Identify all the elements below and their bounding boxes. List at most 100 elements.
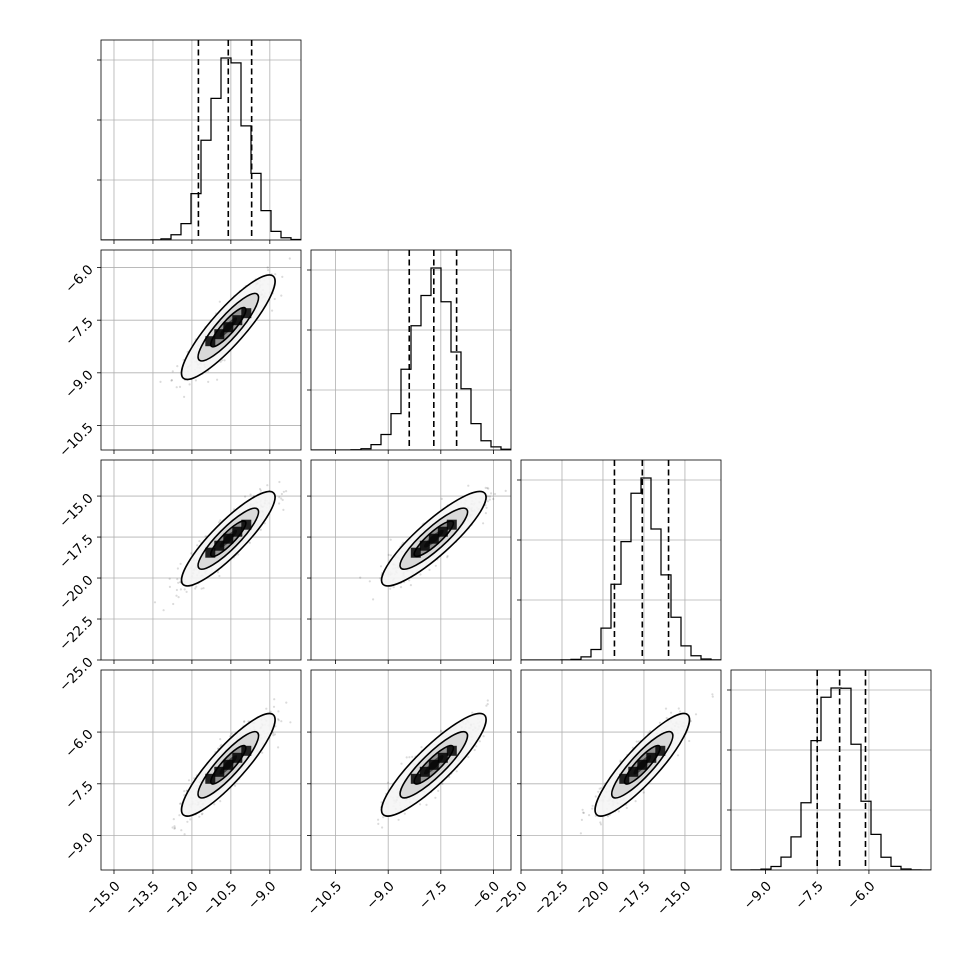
y-tick-label: −25.0 — [56, 654, 97, 695]
y-tick-label: −9.0 — [62, 830, 96, 864]
y-tick-label: −7.5 — [62, 315, 96, 349]
density-contour — [180, 712, 276, 817]
histogram-line — [311, 267, 511, 450]
x-tick-label: −9.0 — [363, 878, 397, 912]
panel-frame — [310, 249, 512, 451]
panel-frame — [520, 459, 722, 661]
x-tick-label: −10.5 — [305, 878, 346, 919]
density-peak — [223, 322, 234, 333]
density-peak — [437, 752, 448, 763]
density-peak — [419, 766, 430, 777]
density-peak — [419, 540, 430, 551]
scatter-panel-1-0: −10.5 −9.0 −7.5 −6.0 — [56, 249, 302, 461]
y-tick-label: −7.5 — [62, 778, 96, 812]
scatter-points — [171, 698, 292, 836]
panel-frame — [100, 39, 302, 241]
density-peak — [655, 745, 666, 756]
x-tick-label: −15.0 — [654, 878, 695, 919]
x-tick-label: −15.0 — [83, 878, 124, 919]
x-tick-label: −9.0 — [245, 878, 279, 912]
density-peak — [410, 773, 421, 784]
density-peak — [214, 329, 225, 340]
histogram-line — [731, 687, 931, 870]
x-tick-label: −20.0 — [572, 878, 613, 919]
panel-frame — [100, 249, 302, 451]
scatter-points — [359, 484, 507, 601]
x-tick-label: −7.5 — [416, 878, 450, 912]
scatter-panel-3-2: −25.0 −22.5 −20.0 −17.5 −15.0 — [490, 669, 722, 919]
density-peak — [241, 308, 252, 319]
density-peak — [205, 773, 216, 784]
x-tick-label: −7.5 — [792, 878, 826, 912]
density-peak — [232, 526, 243, 537]
y-tick-label: −17.5 — [56, 531, 97, 572]
density-contour — [380, 490, 487, 587]
density-peak — [446, 519, 457, 530]
density-peak — [428, 533, 439, 544]
density-peak — [437, 526, 448, 537]
x-tick-label: −10.5 — [200, 878, 241, 919]
x-tick-label: −22.5 — [531, 878, 572, 919]
density-contour — [399, 507, 469, 570]
histogram-panel-3: −9.0 −7.5 −6.0 — [727, 669, 932, 913]
density-peak — [241, 745, 252, 756]
density-peak — [223, 533, 234, 544]
x-tick-label: −6.0 — [844, 878, 878, 912]
scatter-points — [153, 480, 288, 612]
density-peak — [223, 759, 234, 770]
density-contour — [197, 730, 260, 799]
histogram-line — [101, 57, 301, 240]
density-peak — [241, 519, 252, 530]
density-peak — [214, 540, 225, 551]
x-tick-label: −13.5 — [122, 878, 163, 919]
scatter-panel-2-1 — [307, 459, 512, 664]
y-tick-label: −6.0 — [62, 262, 96, 296]
scatter-points — [579, 693, 714, 835]
y-tick-label: −6.0 — [62, 726, 96, 760]
x-tick-label: −9.0 — [741, 878, 775, 912]
x-tick-label: −12.0 — [161, 878, 202, 919]
density-contour — [197, 292, 260, 362]
scatter-panel-3-1: −10.5 −9.0 −7.5 −6.0 — [305, 669, 512, 919]
panel-frame — [310, 669, 512, 871]
density-peak — [232, 315, 243, 326]
density-peak — [410, 547, 421, 558]
y-tick-label: −20.0 — [56, 572, 97, 613]
density-contour — [180, 274, 276, 381]
density-peak — [205, 336, 216, 347]
density-contour — [594, 712, 691, 817]
panel-frame — [310, 459, 512, 661]
scatter-panel-3-0: −15.0−13.5−12.0−10.5 −9.0−9.0−7.5−6.0 — [62, 669, 302, 919]
y-tick-label: −10.5 — [56, 420, 97, 461]
scatter-points — [159, 257, 291, 398]
scatter-points — [377, 699, 489, 829]
density-peak — [637, 759, 648, 770]
density-contour — [380, 712, 487, 817]
panel-frame — [520, 669, 722, 871]
density-contour — [197, 507, 260, 570]
panel-frame — [100, 669, 302, 871]
density-contour — [610, 730, 674, 799]
density-contour — [180, 490, 276, 587]
histogram-line — [521, 477, 721, 660]
histogram-panel-2 — [517, 459, 722, 664]
histogram-panel-1 — [307, 249, 512, 454]
scatter-panel-2-0: −25.0−22.5−20.0−17.5−15.0 — [56, 459, 302, 695]
y-tick-label: −15.0 — [56, 490, 97, 531]
density-peak — [628, 766, 639, 777]
y-tick-label: −22.5 — [56, 613, 97, 654]
density-peak — [205, 547, 216, 558]
density-peak — [619, 773, 630, 784]
density-contour — [399, 730, 469, 799]
density-peak — [446, 745, 457, 756]
density-peak — [646, 752, 657, 763]
density-peak — [232, 752, 243, 763]
y-tick-label: −9.0 — [62, 367, 96, 401]
panel-frame — [730, 669, 932, 871]
x-tick-label: −17.5 — [613, 878, 654, 919]
histogram-panel-0 — [97, 39, 302, 244]
density-peak — [428, 759, 439, 770]
density-peak — [214, 766, 225, 777]
panel-frame — [100, 459, 302, 661]
